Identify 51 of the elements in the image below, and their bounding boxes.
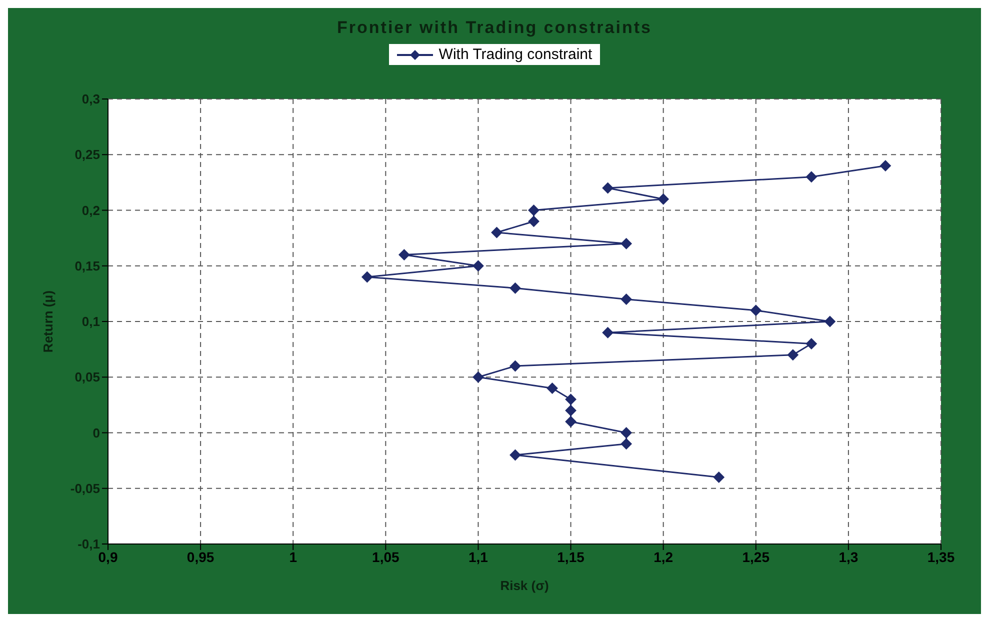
point (713, 472, 724, 483)
x-tick-label: 1 (289, 548, 298, 565)
point (491, 227, 502, 238)
point (806, 171, 817, 182)
legend-label: With Trading constraint (438, 46, 592, 63)
y-tick-label: 0,2 (82, 202, 100, 218)
x-tick-label: 0,9 (98, 548, 118, 565)
x-tick-label: 1,2 (654, 548, 674, 565)
x-axis-title: Risk (σ) (500, 578, 549, 593)
point (510, 360, 521, 372)
x-tick-label: 1,15 (557, 548, 585, 565)
point (620, 427, 632, 438)
y-tick-label: 0,3 (82, 92, 100, 107)
point (565, 394, 576, 405)
y-tick-label: -0,05 (70, 480, 100, 496)
y-axis-title: Return (μ) (40, 290, 56, 353)
point (398, 249, 410, 260)
point (880, 160, 891, 172)
point (602, 327, 614, 338)
point (472, 372, 484, 383)
point (362, 272, 373, 282)
point (620, 438, 632, 450)
point (565, 405, 576, 416)
x-tick-label: 1,35 (927, 548, 955, 565)
y-tick-label: 0,1 (82, 314, 100, 330)
x-tick-label: 1,05 (372, 548, 400, 565)
point (546, 382, 558, 394)
point (620, 294, 632, 305)
y-tick-label: 0,15 (74, 258, 100, 274)
point (565, 416, 576, 428)
point (472, 260, 484, 272)
point (806, 338, 817, 350)
point (787, 349, 798, 360)
point (528, 204, 540, 216)
point (510, 282, 521, 294)
point (528, 216, 540, 227)
point (602, 182, 614, 194)
x-tick-label: 1,1 (468, 548, 488, 565)
chart-title: Frontier with Trading constraints (336, 18, 653, 38)
x-tick-label: 1,25 (742, 548, 770, 565)
point (658, 194, 669, 205)
point (510, 450, 521, 460)
y-tick-label: 0,25 (74, 147, 100, 162)
y-tick-label: -0,1 (78, 536, 100, 552)
point (620, 238, 632, 250)
y-tick-label: 0 (92, 425, 100, 440)
y-tick-label: 0,05 (74, 370, 100, 385)
point (750, 304, 762, 316)
x-tick-label: 0,95 (186, 548, 214, 565)
x-tick-label: 1,3 (838, 548, 858, 565)
point (824, 316, 836, 327)
